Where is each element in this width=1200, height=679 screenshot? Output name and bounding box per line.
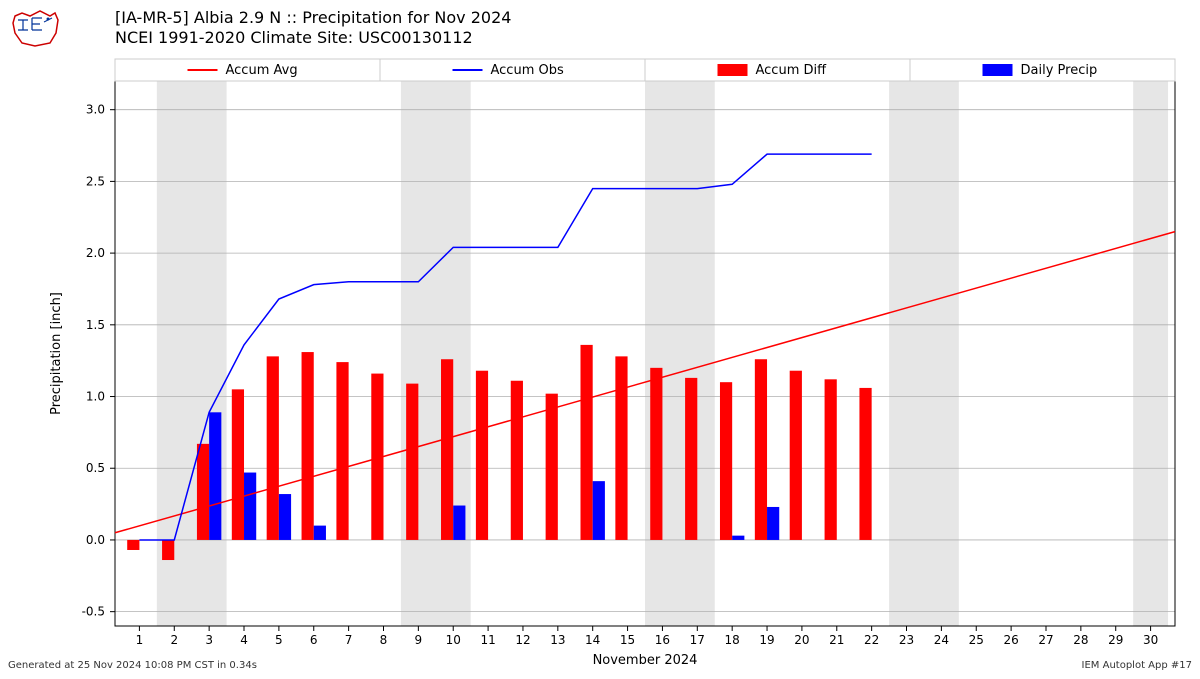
footer-generated-text: Generated at 25 Nov 2024 10:08 PM CST in… (8, 660, 257, 671)
svg-text:2.0: 2.0 (86, 246, 105, 260)
svg-text:3.0: 3.0 (86, 103, 105, 117)
svg-text:30: 30 (1143, 633, 1158, 647)
svg-text:11: 11 (480, 633, 495, 647)
svg-text:15: 15 (620, 633, 635, 647)
svg-text:13: 13 (550, 633, 565, 647)
svg-text:3: 3 (205, 633, 213, 647)
svg-text:5: 5 (275, 633, 283, 647)
svg-text:14: 14 (585, 633, 600, 647)
svg-text:18: 18 (725, 633, 740, 647)
svg-text:Accum Diff: Accum Diff (756, 63, 828, 78)
svg-text:9: 9 (415, 633, 423, 647)
svg-text:6: 6 (310, 633, 318, 647)
svg-text:November 2024: November 2024 (593, 653, 698, 668)
svg-text:1.5: 1.5 (86, 318, 105, 332)
svg-text:0.0: 0.0 (86, 533, 105, 547)
svg-text:1: 1 (136, 633, 144, 647)
svg-text:17: 17 (690, 633, 705, 647)
svg-text:4: 4 (240, 633, 248, 647)
svg-text:7: 7 (345, 633, 353, 647)
svg-text:2: 2 (170, 633, 178, 647)
svg-text:0.5: 0.5 (86, 461, 105, 475)
footer-app-text: IEM Autoplot App #17 (1082, 660, 1192, 671)
svg-text:20: 20 (794, 633, 809, 647)
svg-text:29: 29 (1108, 633, 1123, 647)
svg-text:Accum Avg: Accum Avg (226, 63, 298, 78)
svg-text:12: 12 (515, 633, 530, 647)
svg-text:28: 28 (1073, 633, 1088, 647)
svg-text:23: 23 (899, 633, 914, 647)
svg-text:1.0: 1.0 (86, 390, 105, 404)
svg-text:8: 8 (380, 633, 388, 647)
svg-text:10: 10 (446, 633, 461, 647)
svg-text:26: 26 (1003, 633, 1018, 647)
svg-text:Precipitation [inch]: Precipitation [inch] (49, 292, 64, 415)
svg-text:19: 19 (759, 633, 774, 647)
svg-text:-0.5: -0.5 (82, 605, 105, 619)
svg-text:16: 16 (655, 633, 670, 647)
svg-text:24: 24 (934, 633, 949, 647)
svg-text:Daily Precip: Daily Precip (1021, 63, 1098, 78)
svg-text:21: 21 (829, 633, 844, 647)
svg-text:27: 27 (1038, 633, 1053, 647)
svg-text:22: 22 (864, 633, 879, 647)
svg-text:2.5: 2.5 (86, 174, 105, 188)
svg-text:Accum Obs: Accum Obs (491, 63, 564, 78)
svg-text:25: 25 (969, 633, 984, 647)
precipitation-chart: -0.50.00.51.01.52.02.53.0123456789101112… (0, 0, 1200, 675)
